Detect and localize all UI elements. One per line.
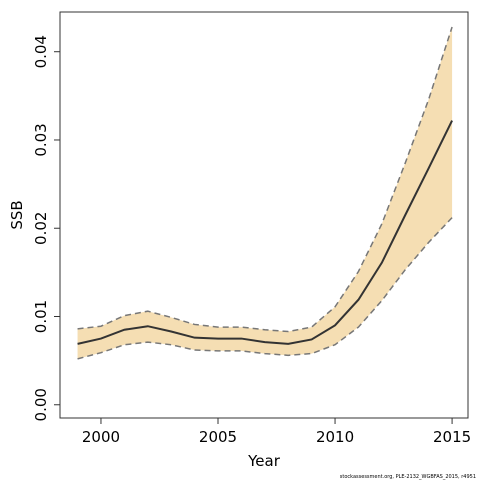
y-tick-label: 0.03 (32, 123, 50, 156)
lower-bound (77, 217, 453, 360)
y-axis-label: SSB (8, 200, 26, 229)
x-tick-label: 2015 (433, 428, 471, 446)
footnote: stockassessment.org, PLE-2132_WGBFAS_201… (340, 474, 476, 480)
y-tick-label: 0.00 (32, 388, 50, 421)
upper-bound (77, 26, 453, 333)
x-tick-label: 2000 (82, 428, 120, 446)
ssb-line (77, 120, 453, 345)
x-tick-label: 2010 (316, 428, 354, 446)
y-tick-label: 0.04 (32, 35, 50, 68)
confidence-band (77, 27, 453, 359)
x-tick-label: 2005 (199, 428, 237, 446)
x-axis-label: Year (247, 452, 281, 470)
y-tick-label: 0.01 (32, 300, 50, 333)
y-tick-label: 0.02 (32, 212, 50, 245)
plot-frame (59, 11, 469, 419)
